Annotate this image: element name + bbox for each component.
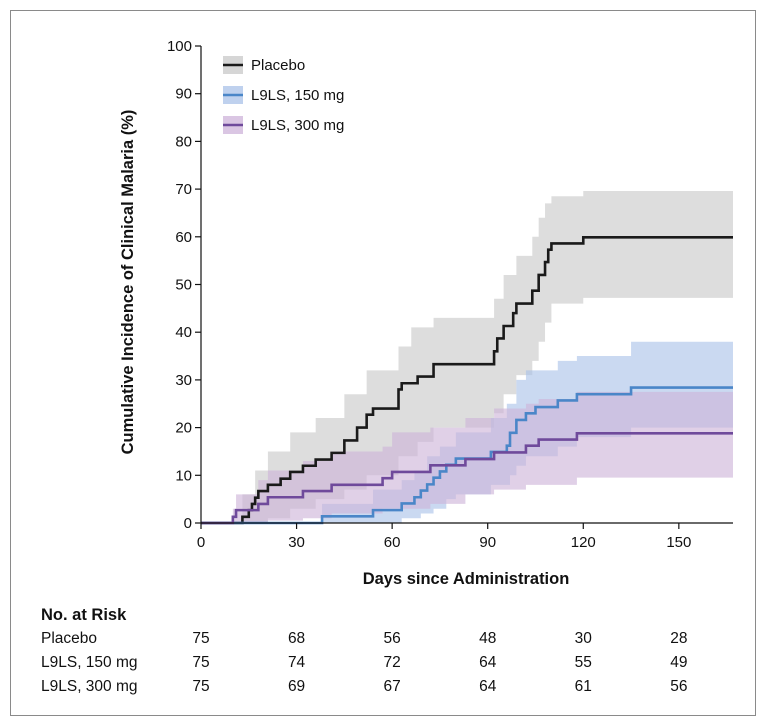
risk-value: 74 — [287, 654, 306, 671]
risk-row-l9ls-150-mg: L9LS, 150 mg 75 74 72 64 55 49 — [0, 654, 768, 676]
risk-value: 49 — [670, 654, 688, 671]
confidence-band-placebo — [201, 191, 733, 523]
y-tick-label: 80 — [175, 133, 192, 150]
risk-value: 69 — [287, 678, 306, 695]
y-tick-label: 50 — [175, 277, 192, 294]
x-tick-label: 60 — [384, 534, 401, 551]
risk-value: 48 — [479, 630, 497, 647]
series-line-l9ls-300-mg — [201, 432, 733, 525]
risk-value: 64 — [479, 654, 497, 671]
risk-row-label: L9LS, 150 mg — [41, 654, 138, 671]
series-line-l9ls-150-mg — [201, 386, 733, 525]
x-tick-label: 90 — [479, 534, 496, 551]
risk-value: 68 — [287, 630, 306, 647]
risk-value: 56 — [670, 678, 688, 695]
y-tick-label: 60 — [175, 229, 192, 246]
x-tick-label: 30 — [288, 534, 305, 551]
cumulative-incidence-chart: 0 10 20 30 40 50 60 70 80 90 100 0 30 60 90 120 150 Plac… — [119, 38, 733, 588]
risk-value: 75 — [192, 630, 210, 647]
y-tick-label: 40 — [175, 324, 192, 341]
series-line-placebo — [201, 235, 733, 525]
risk-table-title: No. at Risk — [41, 606, 127, 624]
risk-row-label: L9LS, 300 mg — [41, 678, 138, 695]
risk-row-placebo: Placebo 75 68 56 48 30 28 — [0, 630, 768, 652]
x-tick-label: 150 — [666, 534, 691, 551]
risk-value: 64 — [479, 678, 497, 695]
risk-row-label: Placebo — [41, 630, 98, 647]
x-tick-label: 0 — [197, 534, 205, 551]
risk-value: 30 — [574, 630, 592, 647]
y-axis-label: Cumulative Incidence of Clinical Malaria… — [119, 110, 137, 455]
legend-label-l9ls-150-mg: L9LS, 150 mg — [251, 87, 344, 104]
x-axis-label: Days since Administration — [363, 570, 570, 588]
risk-value: 28 — [670, 630, 688, 647]
y-tick-label: 90 — [175, 86, 192, 103]
y-tick-label: 20 — [175, 420, 192, 437]
y-tick-label: 10 — [175, 467, 192, 484]
risk-value: 75 — [192, 654, 210, 671]
axes: 0 10 20 30 40 50 60 70 80 90 100 0 30 60 90 120 150 — [167, 38, 733, 551]
x-tick-label: 120 — [571, 534, 596, 551]
risk-row-l9ls-300-mg: L9LS, 300 mg 75 69 67 64 61 56 — [0, 678, 768, 700]
legend-label-l9ls-300-mg: L9LS, 300 mg — [251, 117, 344, 134]
y-tick-label: 70 — [175, 181, 192, 198]
risk-value: 67 — [383, 678, 401, 695]
confidence-bands — [201, 191, 733, 523]
risk-value: 61 — [574, 678, 592, 695]
risk-value: 55 — [574, 654, 592, 671]
risk-value: 72 — [383, 654, 401, 671]
legend-label-placebo: Placebo — [251, 57, 305, 74]
risk-value: 75 — [192, 678, 210, 695]
incidence-lines — [201, 235, 733, 525]
y-tick-label: 0 — [184, 515, 192, 532]
risk-value: 56 — [383, 630, 401, 647]
legend: Placebo L9LS, 150 mg L9LS, 300 mg — [223, 56, 344, 134]
y-tick-label: 100 — [167, 38, 192, 55]
y-tick-label: 30 — [175, 372, 192, 389]
